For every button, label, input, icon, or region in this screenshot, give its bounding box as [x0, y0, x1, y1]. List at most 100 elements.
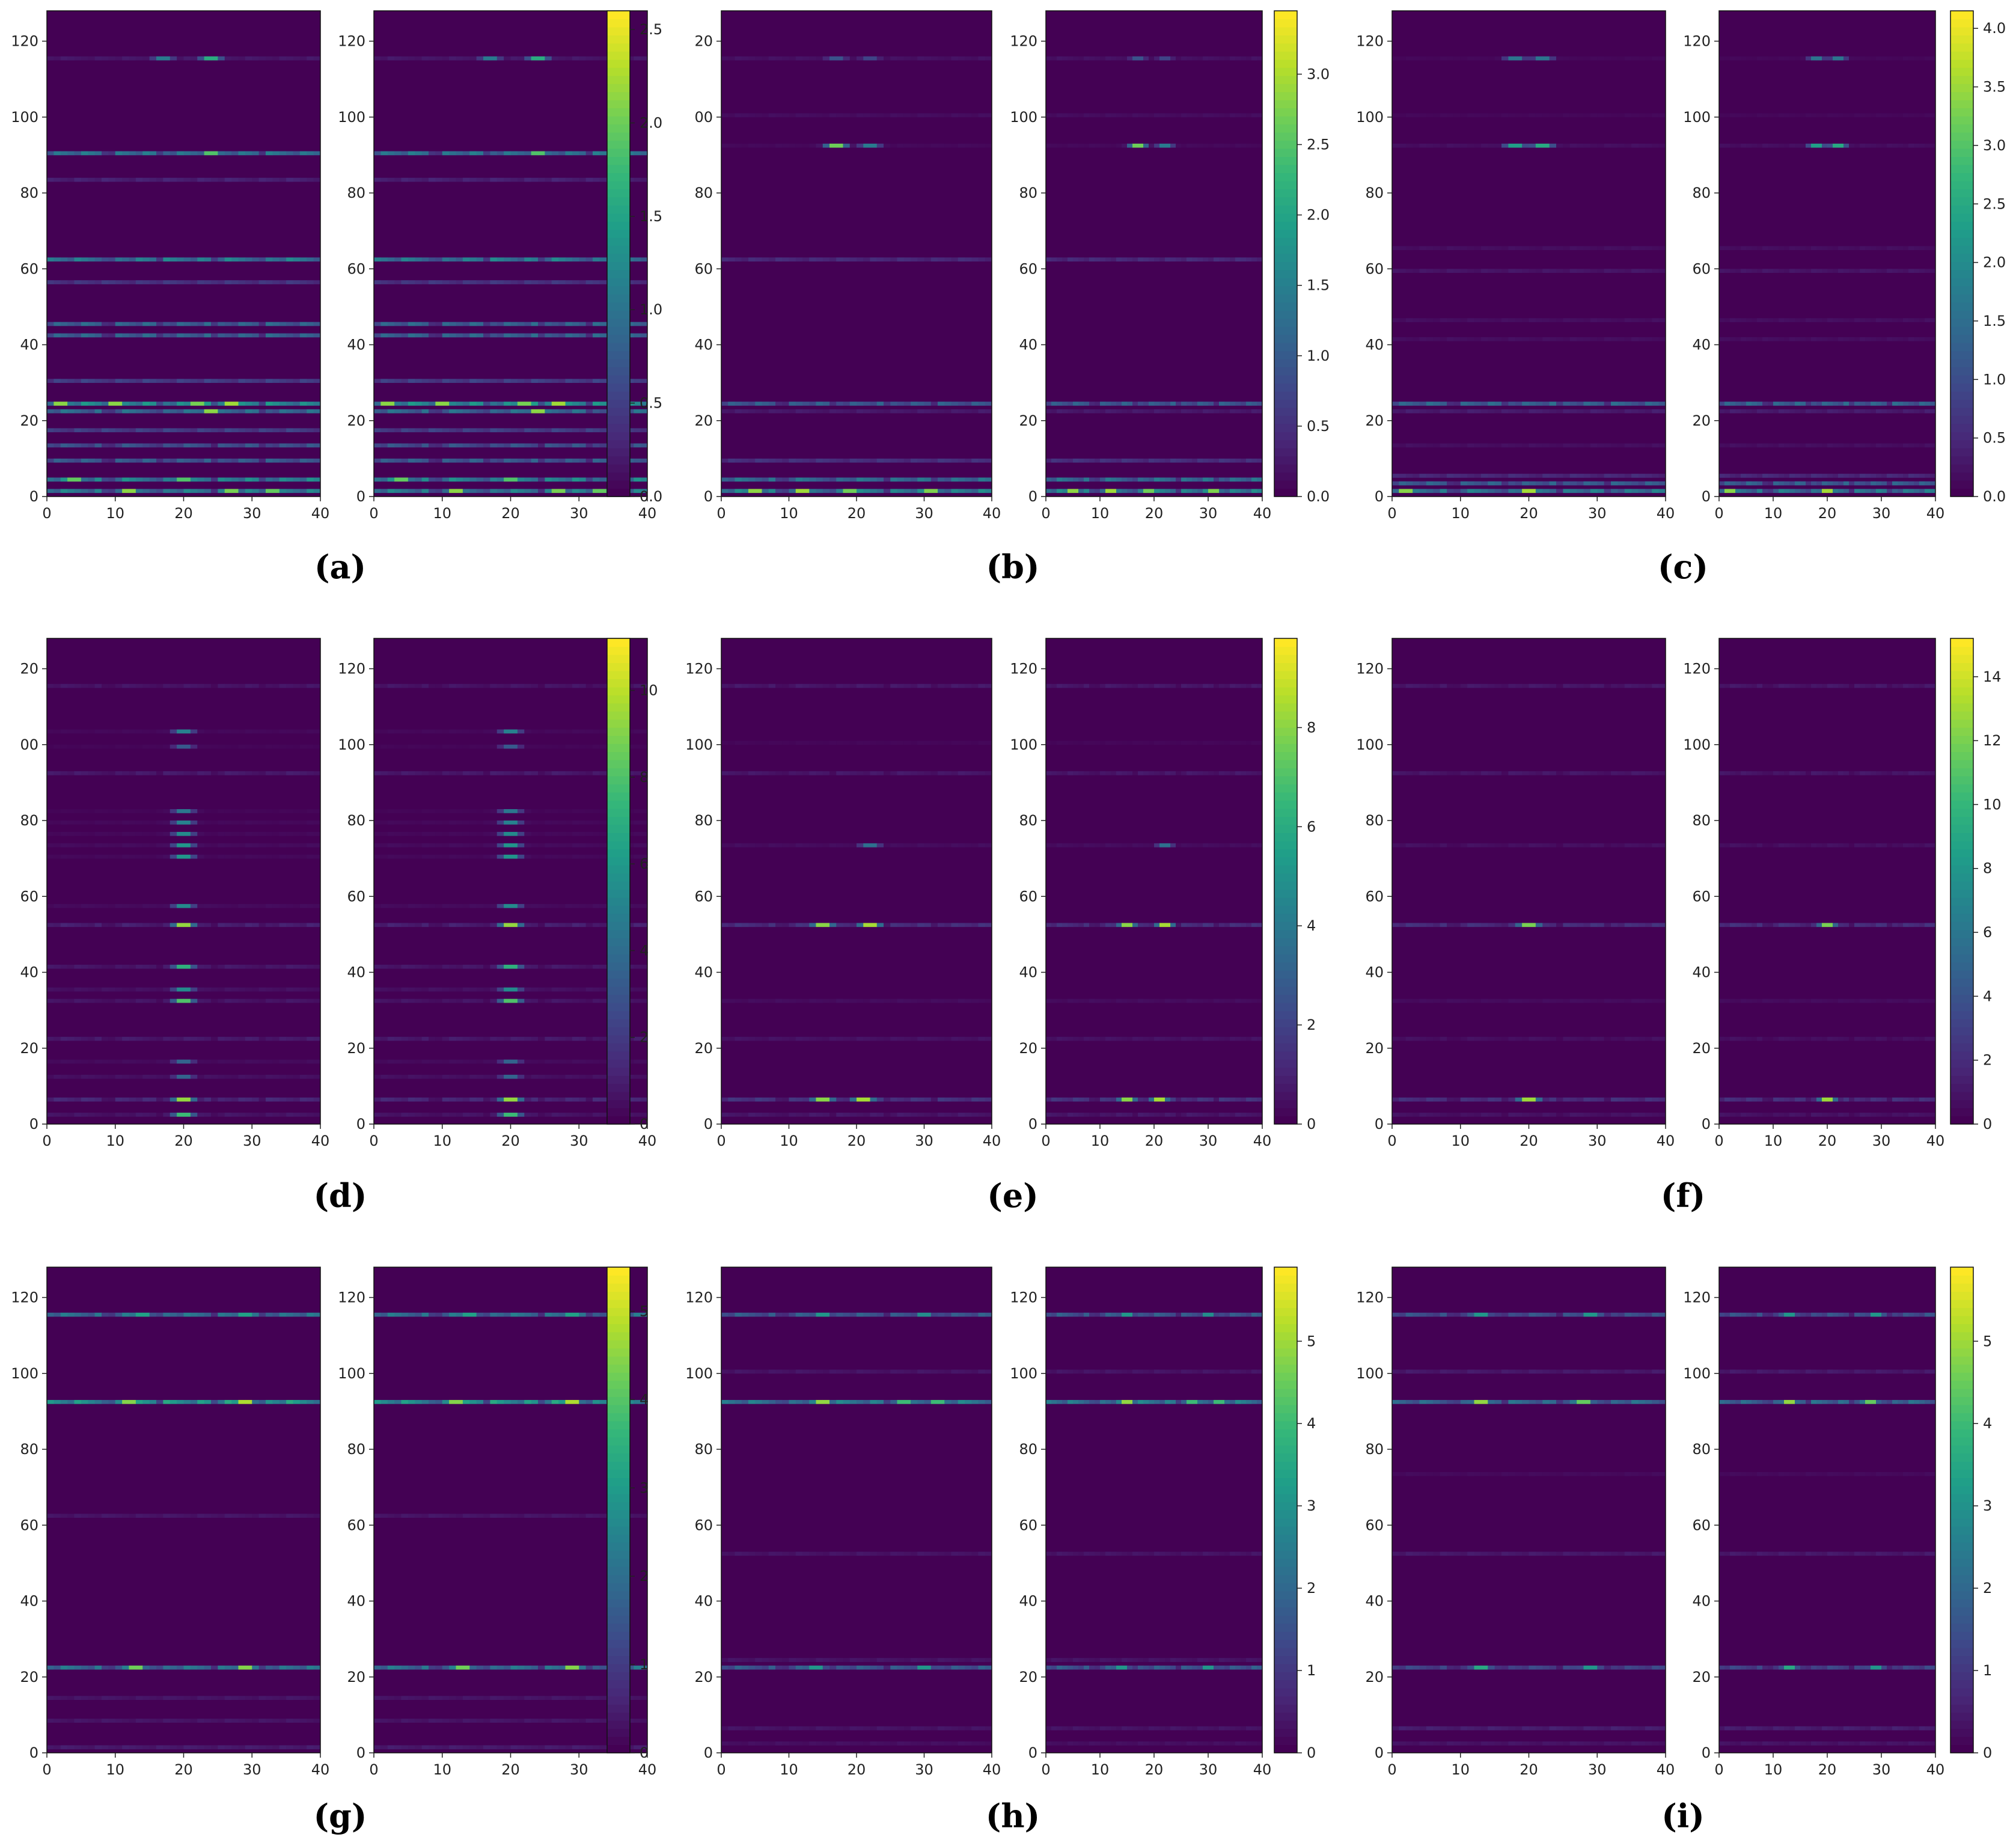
panel-a-right-heatmap-cell: [599, 257, 607, 262]
panel-b-right-heatmap-cell: [1181, 489, 1187, 494]
panel-b-left-heatmap-cell: [762, 477, 769, 482]
panel-c-right-heatmap-cell: [1806, 246, 1812, 251]
panel-c-left-heatmap-cell: [1453, 409, 1461, 414]
panel-c-left-heatmap-cell: [1529, 489, 1536, 494]
panel-d-left-heatmap-cell: [47, 923, 54, 928]
panel-c-right-heatmap-cell: [1860, 56, 1866, 61]
panel-a-left-heatmap-cell: [156, 322, 163, 326]
panel-d-right-heatmap-cell: [462, 683, 470, 688]
panel-c-right-heatmap-cell: [1724, 318, 1730, 323]
panel-c-right-heatmap-cell: [1908, 318, 1914, 323]
panel-a-right-heatmap-cell: [380, 428, 388, 433]
panel-a-left-heatmap-cell: [81, 458, 88, 463]
panel-c-left-heatmap-cell: [1658, 402, 1666, 406]
panel-d-left-heatmap-cell: [307, 843, 314, 848]
panel-b-right-heatmap-cell: [1235, 458, 1241, 463]
panel-c-right-heatmap-cell: [1784, 318, 1790, 323]
panel-a-left-heatmap-cell: [190, 458, 198, 463]
panel-a-right-heatmap-cell: [558, 443, 566, 448]
panel-d-left-heatmap-cell: [102, 831, 109, 836]
panel-d-left-heatmap-cell: [258, 809, 266, 813]
panel-d-right-heatmap-cell: [421, 831, 429, 836]
panel-d-left-heatmap-cell: [245, 809, 252, 813]
panel-d-right-heatmap-cell: [401, 831, 409, 836]
panel-b-right-heatmap-cell: [1235, 477, 1241, 482]
panel-c-left-heatmap-cell: [1480, 474, 1488, 478]
panel-b-left-heatmap-cell: [735, 489, 742, 494]
panel-b-left-heatmap-cell: [768, 458, 776, 463]
panel-c-left-heatmap-cell: [1515, 143, 1523, 148]
panel-b-left-heatmap-cell: [775, 409, 783, 414]
panel-a-right-heatmap-cell: [374, 333, 381, 338]
panel-c-right-heatmap-cell: [1871, 443, 1877, 448]
panel-d-right-heatmap-cell: [531, 1074, 539, 1079]
panel-b-left-heatmap-cell: [958, 409, 965, 414]
panel-c-colorbar-segment: [1950, 375, 1973, 384]
panel-d-right-heatmap-cell: [531, 1059, 539, 1064]
panel-d-right-heatmap-cell: [558, 923, 566, 928]
panel-d-right-heatmap-cell: [504, 683, 511, 688]
panel-c-right-heatmap-cell: [1892, 402, 1898, 406]
panel-a-left-heatmap-cell: [94, 409, 102, 414]
panel-d-left-heatmap-cell: [313, 744, 321, 749]
panel-c-left-heatmap-cell: [1590, 246, 1598, 251]
panel-a-left-heatmap-cell: [245, 56, 252, 61]
panel-a-right-heatmap-cell: [551, 489, 559, 494]
panel-a-left-heatmap-cell: [204, 257, 212, 262]
panel-d-right-heatmap-cell: [640, 1113, 648, 1117]
panel-d-right-heatmap-cell: [572, 1074, 579, 1079]
panel-a-right-heatmap-cell: [640, 477, 648, 482]
panel-d-left-heatmap-cell: [224, 1036, 232, 1041]
panel-d-left-heatmap-cell: [135, 809, 143, 813]
panel-d-left-heatmap-cell: [197, 923, 205, 928]
panel-d-right-heatmap-cell: [585, 1059, 593, 1064]
panel-d-right-heatmap-cell: [462, 987, 470, 992]
panel-b-right-heatmap-cell: [1073, 56, 1079, 61]
panel-a-right-heatmap-cell: [374, 177, 381, 182]
panel-a-left-heatmap-cell: [211, 280, 218, 284]
panel-a-right-heatmap-cell: [626, 333, 634, 338]
panel-c-left-heatmap-cell: [1535, 318, 1543, 323]
panel-d-colorbar-segment: [607, 654, 630, 663]
panel-a-left-heatmap-cell: [218, 56, 225, 61]
panel-c-right-heatmap-cell: [1914, 143, 1920, 148]
panel-c-right-heatmap-cell: [1860, 402, 1866, 406]
panel-b-left-heatmap-cell: [822, 477, 830, 482]
panel-a-left-heatmap-cell: [74, 280, 82, 284]
panel-c-right-heatmap-cell: [1898, 318, 1904, 323]
panel-d-right-heatmap-cell: [429, 854, 436, 859]
panel-a-left-heatmap-cell: [47, 443, 54, 448]
panel-d-right-heatmap-cell: [476, 843, 484, 848]
panel-d-colorbar-segment: [607, 833, 630, 842]
panel-a-left-heatmap-cell: [218, 402, 225, 406]
panel-a-left-heatmap-cell: [183, 458, 191, 463]
panel-b-right-heatmap-cell: [1170, 458, 1176, 463]
panel-b-left-heatmap-cell: [890, 113, 897, 118]
panel-d-left-heatmap-cell: [286, 998, 293, 1003]
panel-b-right-heatmap-cell: [1138, 489, 1144, 494]
panel-b-left-heatmap-cell: [876, 458, 884, 463]
panel-b-left-heatmap-cell: [917, 143, 924, 148]
panel-a-left-heatmap-cell: [129, 402, 136, 406]
panel-d-right-heatmap-cell: [476, 964, 484, 969]
panel-d-right-heatmap-cell: [626, 843, 634, 848]
panel-c-right-heatmap-cell: [1806, 56, 1812, 61]
panel-d-right-heatmap-cell: [387, 1059, 395, 1064]
panel-d-left-heatmap-cell: [238, 1074, 246, 1079]
panel-d-right-heatmap-cell: [510, 1036, 518, 1041]
panel-d-left-heatmap-cell: [183, 729, 191, 734]
panel-d-right-heatmap-cell: [626, 998, 634, 1003]
panel-d-right-heatmap-cell: [476, 987, 484, 992]
panel-a-left-heatmap-cell: [197, 333, 205, 338]
panel-d-left-heatmap-cell: [218, 1097, 225, 1102]
panel-d-left-heatmap-cell: [47, 854, 54, 859]
panel-a-right-heatmap-cell: [531, 257, 539, 262]
panel-a-left-heatmap-cell: [313, 477, 321, 482]
panel-c-right-heatmap-cell: [1762, 143, 1768, 148]
panel-d-left-heatmap-cell: [81, 843, 88, 848]
panel-a-right-heatmap-cell: [490, 257, 498, 262]
panel-a-left-heatmap-cell: [218, 489, 225, 494]
panel-a-left-heatmap-cell: [231, 333, 239, 338]
panel-c-left-heatmap-cell: [1392, 269, 1399, 273]
panel-c-left-heatmap-cell: [1453, 56, 1461, 61]
